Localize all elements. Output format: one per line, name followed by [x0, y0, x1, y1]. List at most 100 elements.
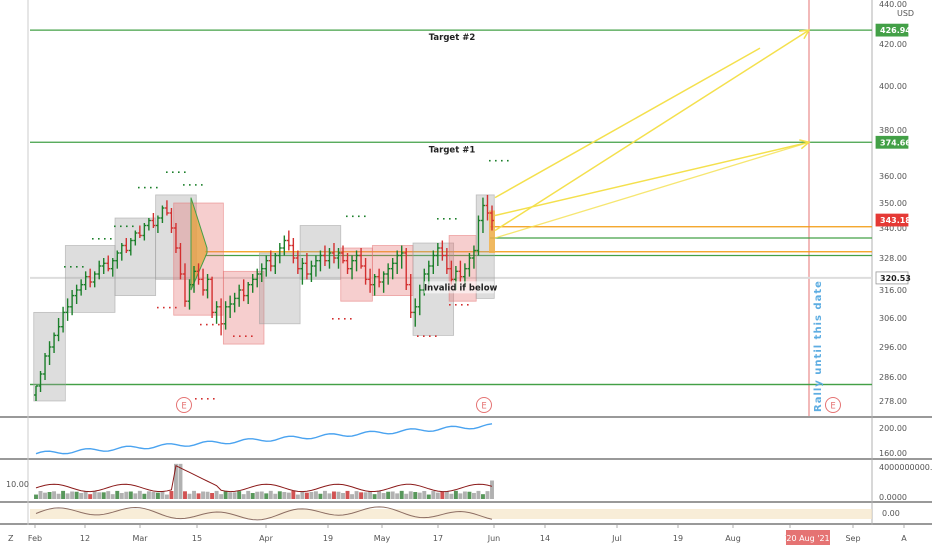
fractal-dot [104, 238, 106, 240]
candle [205, 274, 210, 299]
price-tick: 316.00 [879, 286, 907, 295]
volume-bar [146, 491, 151, 499]
candle [363, 258, 368, 285]
volume-bar [354, 491, 359, 499]
earnings-marker-label: E [181, 402, 186, 412]
fractal-dot [449, 304, 451, 306]
volume-bar [295, 494, 300, 499]
fractal-dot [417, 335, 419, 337]
volume-bar [341, 492, 345, 499]
volume-bar [390, 491, 395, 499]
candle [300, 258, 305, 285]
time-tick: Jul [611, 534, 622, 543]
candle [79, 279, 84, 296]
fractal-dot [467, 304, 469, 306]
fractal-dot [332, 318, 334, 320]
fractal-dot [455, 304, 457, 306]
fractal-dot [70, 266, 72, 268]
earnings-marker-future-label: E [830, 402, 835, 412]
volume-bar [368, 491, 373, 499]
volume-bar [386, 491, 391, 499]
candle [196, 263, 201, 285]
candle [133, 230, 138, 246]
price-badge-label: 374.66 [880, 138, 911, 147]
volume-bar [426, 494, 431, 499]
candle [201, 268, 206, 296]
candle [413, 298, 418, 327]
volume-bar [350, 494, 354, 499]
candle [151, 213, 156, 228]
candle [341, 245, 346, 264]
price-tick: 296.00 [879, 343, 907, 352]
volume-bar [241, 494, 246, 499]
volume-bar [363, 492, 368, 499]
volume-bar [417, 492, 422, 499]
time-tick: May [374, 534, 391, 543]
volume-bar [449, 493, 454, 499]
volume-bar [404, 493, 409, 499]
candle [88, 268, 93, 288]
price-tick: 440.00 [879, 0, 907, 9]
volume-bar [277, 491, 282, 499]
fractal-dot [437, 218, 439, 220]
candle [404, 248, 409, 290]
fractal-dot [233, 335, 235, 337]
fractal-dot [184, 171, 186, 173]
volume-bar [327, 493, 332, 499]
fractal-dot [201, 398, 203, 400]
candle [345, 253, 350, 274]
candle [178, 243, 183, 280]
candle [110, 258, 115, 277]
fractal-dot [449, 218, 451, 220]
fractal-dot [338, 318, 340, 320]
volume-bar [151, 492, 156, 499]
volume-bar [395, 493, 400, 499]
price-tick: 278.00 [879, 397, 907, 406]
candle [97, 260, 102, 280]
fractal-dot [172, 171, 174, 173]
time-tick: Jun [487, 534, 501, 543]
volume-bar [381, 493, 386, 499]
candle [313, 255, 318, 277]
volume-bar [70, 491, 75, 499]
price-badge [875, 135, 909, 149]
candle [106, 255, 111, 272]
volume-bar [462, 491, 467, 499]
oscillator-tick: 0.00 [882, 509, 900, 518]
candle [124, 238, 129, 253]
fractal-dot [251, 335, 253, 337]
currency-label: USD [897, 9, 914, 18]
volume-bar [174, 463, 178, 499]
candle [458, 260, 463, 282]
fractal-dot [132, 225, 134, 228]
volume-bar [318, 493, 323, 499]
fractal-dot [435, 335, 437, 337]
fractal-dot [120, 225, 122, 228]
candle [38, 371, 43, 392]
time-tick: Apr [259, 534, 274, 543]
volume-bar [38, 490, 43, 499]
fractal-dot [212, 323, 214, 326]
candle [386, 263, 391, 285]
volume-bar [223, 491, 228, 499]
volume-bar [255, 491, 260, 499]
projection-arrow-target2-head [798, 29, 811, 40]
price-badge [875, 213, 909, 227]
volume-bar [183, 491, 187, 499]
candle [273, 253, 278, 274]
fractal-dot [175, 306, 177, 309]
earnings-marker [176, 397, 192, 413]
fractal-dot [76, 266, 78, 268]
price-tick: 306.00 [879, 314, 907, 323]
volume-bar [92, 491, 97, 499]
candle [52, 332, 57, 353]
volume-tick: 4000000000.0000 [879, 463, 932, 472]
volume-bar [219, 494, 224, 499]
volume-bar [372, 494, 377, 499]
candle [264, 255, 269, 277]
time-tick: Aug [725, 534, 741, 543]
candle [399, 245, 404, 269]
candle [56, 318, 61, 342]
candle [65, 298, 70, 321]
